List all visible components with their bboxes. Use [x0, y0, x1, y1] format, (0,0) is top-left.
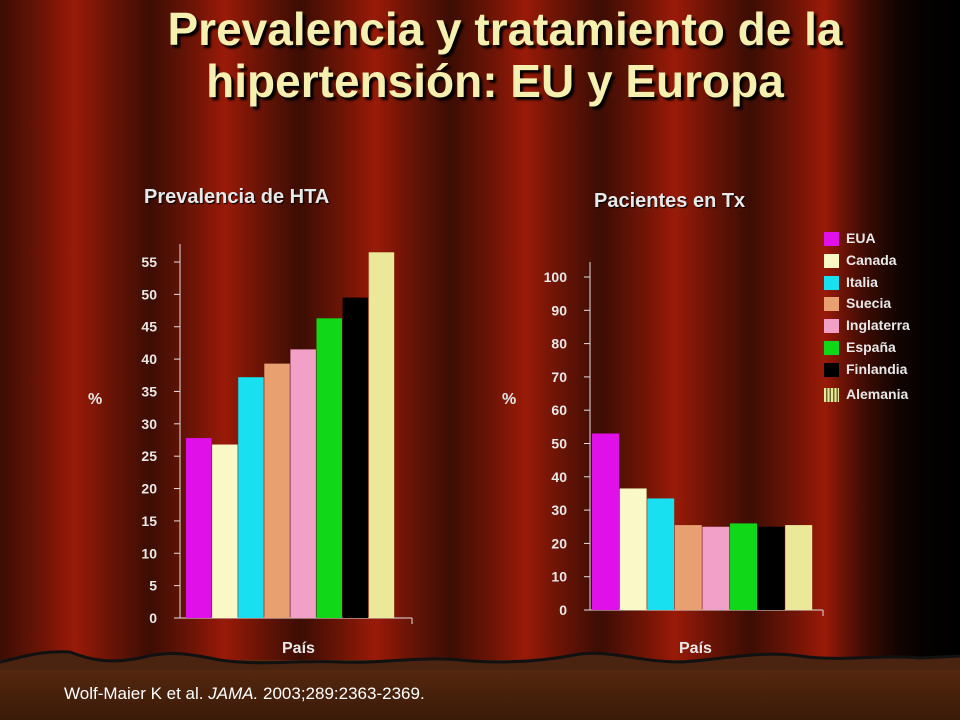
- y-tick-label: 50: [551, 436, 567, 452]
- bar-finlandia: [757, 526, 785, 610]
- y-tick-label: 30: [141, 416, 157, 432]
- bar-canada: [619, 488, 647, 610]
- y-tick-label: 0: [559, 602, 567, 618]
- legend-item-españa: España: [824, 337, 954, 357]
- y-tick-label: 35: [141, 383, 157, 399]
- legend-swatch: [824, 387, 839, 402]
- chart-2-x-axis-label: País: [679, 640, 712, 657]
- y-tick-label: 100: [544, 269, 568, 285]
- legend-swatch: [824, 275, 839, 290]
- citation-journal: JAMA.: [208, 684, 259, 703]
- slide-title-line-2: hipertensión: EU y Europa: [206, 55, 784, 107]
- bar-italia: [647, 498, 675, 610]
- bar-inglaterra: [290, 349, 316, 618]
- chart-1-y-axis-label: %: [88, 391, 103, 408]
- bar-españa: [316, 318, 342, 618]
- bar-italia: [238, 377, 264, 618]
- y-tick-label: 70: [551, 369, 567, 385]
- legend-swatch: [824, 232, 839, 246]
- y-tick-label: 5: [149, 578, 157, 594]
- y-tick-label: 40: [551, 469, 567, 485]
- legend-swatch: [824, 341, 839, 355]
- legend-item-alemania: Alemania: [824, 384, 954, 404]
- legend-label: Finlandia: [846, 360, 908, 377]
- y-tick-label: 20: [141, 481, 157, 497]
- y-tick-label: 50: [141, 286, 157, 302]
- legend-item-finlandia: Finlandia: [824, 359, 954, 379]
- chart-2-plot: 0 10 20 30 40 50 60 70 80 90 100: [544, 262, 824, 618]
- bar-canada: [212, 444, 238, 618]
- y-tick-label: 55: [141, 254, 157, 270]
- legend-label: Canada: [846, 251, 897, 268]
- bar-eua: [186, 438, 212, 618]
- y-tick-label: 25: [141, 448, 157, 464]
- bar-inglaterra: [702, 526, 730, 610]
- y-tick-label: 10: [141, 545, 157, 561]
- bar-alemania: [368, 252, 395, 619]
- legend-label: Italia: [846, 273, 878, 290]
- legend-item-canada: Canada: [824, 250, 954, 270]
- bar-eua: [592, 433, 619, 610]
- chart-1-plot: 0 5 10 15 20 25 30 35 40 45 50 55: [141, 244, 413, 626]
- legend-label: Suecia: [846, 295, 892, 312]
- bar-alemania: [785, 525, 813, 610]
- legend-label: Alemania: [846, 385, 909, 402]
- y-tick-label: 20: [551, 535, 567, 551]
- legend-swatch: [824, 319, 839, 334]
- slide-title-line-1: Prevalencia y tratamiento de la: [167, 3, 843, 55]
- legend-swatch: [824, 253, 839, 268]
- citation-details: 2003;289:2363-2369.: [258, 684, 425, 703]
- legend-label: España: [846, 339, 896, 355]
- y-tick-label: 10: [551, 569, 567, 585]
- y-tick-label: 0: [149, 610, 157, 626]
- stage-floor: [0, 660, 960, 720]
- bar-suecia: [674, 525, 702, 610]
- bar-finlandia: [342, 297, 369, 618]
- y-tick-label: 40: [141, 351, 157, 367]
- chart-1-title: Prevalencia de HTA: [144, 186, 330, 208]
- citation-authors: Wolf-Maier K et al.: [64, 684, 209, 703]
- chart-2-y-axis-label: %: [502, 391, 517, 408]
- y-tick-label: 15: [141, 513, 157, 529]
- curtain-hem: [0, 650, 960, 670]
- y-tick-label: 90: [551, 302, 567, 318]
- legend-item-italia: Italia: [824, 272, 954, 292]
- y-tick-label: 30: [551, 502, 567, 518]
- y-tick-label: 60: [551, 402, 567, 418]
- bar-españa: [730, 523, 757, 610]
- bar-suecia: [264, 363, 290, 618]
- y-tick-label: 80: [551, 336, 567, 352]
- chart-1-x-axis-label: País: [282, 640, 315, 657]
- citation: Wolf-Maier K et al. JAMA. 2003;289:2363-…: [64, 684, 425, 704]
- legend-swatch: [824, 362, 839, 377]
- legend-label: Inglaterra: [846, 317, 910, 334]
- legend-item-eua: EUA: [824, 228, 954, 248]
- legend-label: EUA: [846, 230, 876, 246]
- chart-2-title: Pacientes en Tx: [594, 190, 746, 212]
- legend-item-suecia: Suecia: [824, 293, 954, 313]
- legend-swatch: [824, 297, 839, 312]
- legend-item-inglaterra: Inglaterra: [824, 315, 954, 335]
- y-tick-label: 45: [141, 319, 157, 335]
